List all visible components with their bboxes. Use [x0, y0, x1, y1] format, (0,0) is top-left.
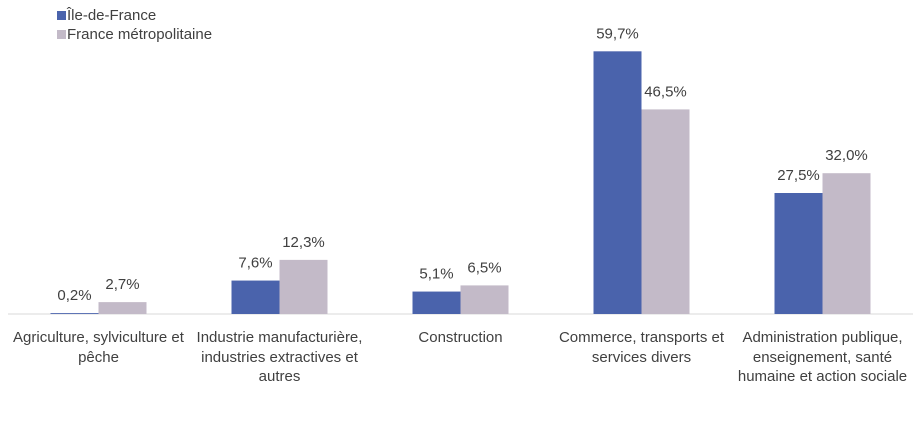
- bar: [231, 280, 280, 314]
- x-tick-label: Construction: [418, 329, 503, 346]
- value-label: 32,0%: [825, 147, 868, 164]
- bar: [822, 173, 871, 314]
- bar: [412, 291, 461, 314]
- value-label: 2,7%: [105, 276, 139, 293]
- x-tick-label: Administration publique, enseignement, s…: [737, 329, 908, 385]
- value-label: 6,5%: [467, 259, 501, 276]
- bar: [460, 285, 509, 314]
- value-label: 27,5%: [777, 167, 820, 184]
- x-tick-label: Industrie manufacturière, industries ext…: [196, 329, 363, 385]
- bar: [774, 193, 823, 314]
- legend-label: Île-de-France: [66, 7, 156, 24]
- x-tick-label: Commerce, transports et services divers: [558, 329, 725, 366]
- bar: [593, 51, 642, 314]
- bar: [279, 259, 328, 314]
- legend-label: France métropolitaine: [67, 26, 212, 43]
- value-label: 12,3%: [282, 234, 325, 251]
- x-tick-label: Agriculture, sylviculture et pêche: [13, 329, 184, 366]
- bar: [50, 313, 99, 314]
- legend-swatch: [57, 30, 66, 39]
- legend-swatch: [57, 11, 66, 20]
- bar: [641, 109, 690, 315]
- value-label: 5,1%: [419, 266, 453, 283]
- value-label: 0,2%: [57, 287, 91, 304]
- value-label: 46,5%: [644, 83, 687, 100]
- value-label: 59,7%: [596, 25, 639, 42]
- value-label: 7,6%: [238, 255, 272, 272]
- bar: [98, 302, 147, 314]
